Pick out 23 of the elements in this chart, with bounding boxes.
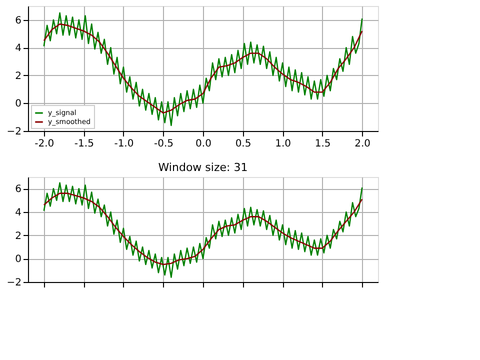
- x-tick-label: -1.0: [114, 138, 134, 150]
- y-tick-label: 6: [15, 15, 22, 26]
- chart-title: Window size: 31: [158, 161, 248, 174]
- x-tick-label: -2.0: [34, 138, 54, 150]
- x-tick-label: 2.0: [354, 138, 371, 150]
- y-tick-label: 4: [15, 208, 22, 218]
- line-series: [43, 182, 363, 278]
- y-tick-label: 6: [15, 184, 22, 196]
- x-tick-label: -1.5: [74, 138, 94, 150]
- y-tick-label: 0: [15, 98, 22, 110]
- line-series: [43, 192, 363, 266]
- y-tick-label: −2: [6, 126, 22, 138]
- x-tick-label: -0.5: [154, 138, 174, 150]
- y-tick-label: 2: [15, 70, 22, 82]
- line-series: [43, 12, 363, 126]
- x-tick-label: 1.5: [314, 138, 331, 150]
- y-tick-label: 4: [15, 43, 22, 54]
- x-tick-label: 0.0: [196, 138, 212, 150]
- y-tick-label: 0: [15, 254, 22, 266]
- y-tick-label: 2: [15, 230, 22, 242]
- y-tick-label: −2: [6, 278, 22, 288]
- x-tick-label: 0.5: [235, 138, 252, 150]
- x-tick-label: 1.0: [275, 138, 291, 150]
